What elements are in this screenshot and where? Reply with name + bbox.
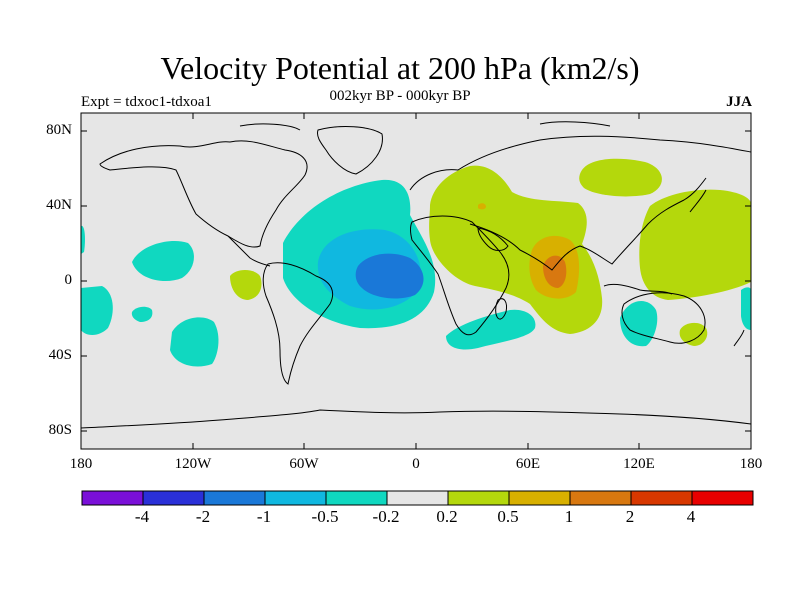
coast-antarctica: [81, 409, 751, 429]
coast-indonesia: [603, 283, 673, 295]
coast-new-zealand: [733, 329, 745, 347]
contour-pos-02-australia-e: [679, 322, 708, 346]
colorbar-swatch: [630, 490, 693, 506]
contour-neg-02-dateline: [81, 286, 113, 335]
lat-label-80n: 80N: [46, 122, 72, 138]
coast-central-america: [227, 235, 271, 267]
contour-neg-02-australia-w: [620, 300, 658, 347]
lon-label-120w: 120W: [174, 456, 212, 472]
coast-madagascar: [495, 298, 507, 320]
colorbar: [81, 490, 754, 506]
contour-fills: [81, 158, 751, 367]
map-subtitle: 002kyr BP - 000kyr BP: [329, 88, 471, 104]
contour-neg-02-west-edge: [81, 225, 85, 254]
colorbar-label: 1: [564, 507, 574, 526]
colorbar-label: -1: [256, 507, 272, 526]
colorbar-label: 4: [686, 507, 696, 526]
colorbar-swatch: [142, 490, 205, 506]
coast-north-america: [99, 140, 308, 248]
contour-pos-05-mideast-dot: [478, 203, 486, 210]
lat-label-0: 0: [64, 272, 73, 288]
coast-japan: [689, 189, 707, 213]
lat-label-40n: 40N: [46, 197, 72, 213]
coast-australia: [621, 292, 706, 344]
colorbar-swatch: [264, 490, 327, 506]
contour-pos-1-india: [543, 255, 567, 288]
contour-neg-02-east-edge: [741, 287, 751, 330]
colorbar-label: -2: [195, 507, 211, 526]
colorbar-swatch: [325, 490, 388, 506]
colorbar-swatch: [508, 490, 571, 506]
colorbar-label: -4: [134, 507, 150, 526]
coast-greenland: [317, 126, 383, 175]
contour-neg-02-pacific-s: [170, 317, 219, 367]
colorbar-swatch: [691, 490, 754, 506]
lon-label-180e: 180: [739, 456, 763, 472]
lon-label-120e: 120E: [623, 456, 655, 472]
coast-asia-south: [469, 177, 707, 271]
colorbar-swatch: [447, 490, 510, 506]
contour-pos-02-siberia: [579, 158, 662, 197]
lon-label-180w: 180: [69, 456, 93, 472]
lat-ticks: [81, 130, 751, 432]
lon-ticks: [80, 113, 752, 449]
lat-label-80s: 80S: [48, 422, 72, 438]
experiment-label: Expt = tdxoc1-tdxoa1: [81, 94, 212, 110]
lat-label-40s: 40S: [48, 347, 72, 363]
contour-neg-02-indian-s: [446, 309, 536, 350]
coast-south-america: [262, 262, 334, 385]
colorbar-swatch: [386, 490, 449, 506]
lon-label-60w: 60W: [289, 456, 319, 472]
coast-arctic-islands: [239, 121, 611, 131]
coastlines: [81, 121, 751, 429]
contour-neg-02-small: [131, 306, 153, 322]
coast-europe-asia: [409, 135, 751, 191]
colorbar-swatch: [569, 490, 632, 506]
map-title: Velocity Potential at 200 hPa (km2/s): [160, 50, 640, 86]
colorbar-label: 0.5: [497, 507, 519, 526]
lon-label-0: 0: [412, 456, 420, 472]
contour-neg-02-pacific-n: [132, 241, 194, 282]
contour-pos-02-pacific-w: [639, 189, 751, 300]
colorbar-swatch: [203, 490, 266, 506]
colorbar-label: 2: [625, 507, 635, 526]
lon-label-60e: 60E: [515, 456, 541, 472]
colorbar-swatch: [81, 490, 144, 506]
colorbar-label: -0.5: [311, 507, 339, 526]
coast-africa: [410, 215, 510, 336]
contour-pos-02-pacific-c: [230, 270, 262, 300]
contour-neg-1-atlantic: [355, 253, 424, 299]
colorbar-label: 0.2: [436, 507, 458, 526]
coast-arabia: [477, 227, 509, 251]
season-label: JJA: [726, 94, 752, 110]
colorbar-label: -0.2: [372, 507, 400, 526]
